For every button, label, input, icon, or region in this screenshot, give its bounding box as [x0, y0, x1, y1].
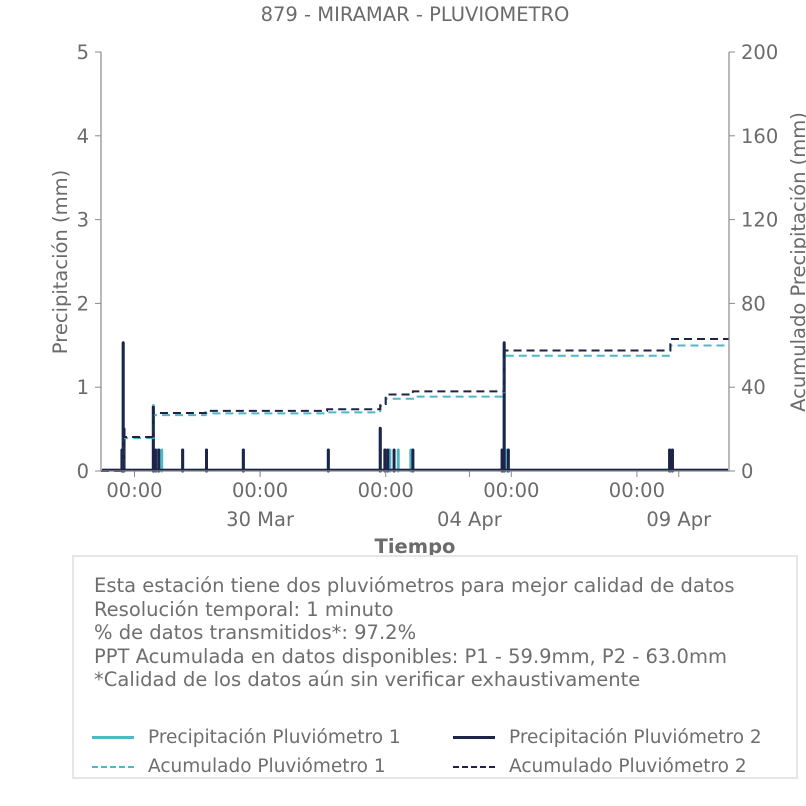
accum-line-p1 — [101, 344, 729, 472]
x-axis-label: Tiempo — [375, 535, 456, 558]
y-tick-label: 2 — [77, 292, 89, 315]
y-tick-label: 3 — [77, 209, 89, 232]
chart: 879 - MIRAMAR - PLUVIOMETRO 0 1 2 3 4 5 0 40 80 1… — [49, 3, 806, 558]
x-tick-label: 00:00 — [106, 479, 162, 502]
y2-tick-label: 80 — [741, 292, 766, 315]
plot-area — [101, 338, 729, 473]
info-line: Resolución temporal: 1 minuto — [94, 597, 394, 621]
y-axis-label: Precipitación (mm) — [49, 170, 72, 354]
legend-swatch-p1-dashed — [92, 765, 134, 768]
legend-label: Precipitación Pluviómetro 2 — [509, 727, 762, 748]
info-line: PPT Acumulada en datos disponibles: P1 -… — [94, 644, 727, 668]
chart-title: 879 - MIRAMAR - PLUVIOMETRO — [261, 3, 570, 26]
y2-tick-label: 40 — [741, 376, 766, 399]
legend-swatch-p2-solid — [453, 736, 495, 739]
info-legend-box: Esta estación tiene dos pluviómetros par… — [72, 555, 798, 779]
info-line: Esta estación tiene dos pluviómetros par… — [94, 574, 735, 597]
y2-tick-label: 160 — [741, 125, 778, 148]
y-tick-label: 4 — [77, 125, 89, 148]
y2-tick-label: 200 — [741, 41, 778, 64]
legend-item-p1-accum: Acumulado Pluviómetro 1 — [92, 756, 386, 777]
legend-item-p2-precip: Precipitación Pluviómetro 2 — [453, 727, 762, 748]
legend-item-p2-accum: Acumulado Pluviómetro 2 — [453, 756, 747, 777]
x-date-label: 30 Mar — [226, 508, 295, 531]
legend-swatch-p1-solid — [92, 736, 134, 739]
y-tick-label: 5 — [77, 41, 89, 64]
legend-swatch-p2-dashed — [453, 765, 495, 768]
legend-item-p1-precip: Precipitación Pluviómetro 1 — [92, 727, 401, 748]
y-tick-label: 0 — [77, 460, 89, 483]
x-tick-label: 00:00 — [358, 479, 414, 502]
y-tick-label: 1 — [77, 376, 89, 399]
x-date-label: 09 Apr — [646, 508, 712, 531]
accum-line-p2 — [101, 338, 729, 472]
legend-label: Precipitación Pluviómetro 1 — [148, 727, 401, 748]
y2-axis-label: Acumulado Precipitación (mm) — [787, 112, 806, 412]
axes: 0 1 2 3 4 5 0 40 80 120 160 200 00:00 00:00 00:00 00:00… — [77, 41, 779, 531]
x-tick-label: 00:00 — [232, 479, 288, 502]
y2-tick-label: 120 — [741, 209, 778, 232]
x-tick-label: 00:00 — [483, 479, 539, 502]
info-line: % de datos transmitidos*: 97.2% — [94, 621, 417, 645]
legend-label: Acumulado Pluviómetro 2 — [509, 756, 747, 777]
info-line: *Calidad de los datos aún sin verificar … — [94, 668, 641, 692]
info-text: Esta estación tiene dos pluviómetros par… — [94, 574, 735, 692]
x-tick-label: 00:00 — [609, 479, 665, 502]
legend-label: Acumulado Pluviómetro 1 — [148, 756, 386, 777]
y2-tick-label: 0 — [741, 460, 753, 483]
x-date-label: 04 Apr — [437, 508, 503, 531]
